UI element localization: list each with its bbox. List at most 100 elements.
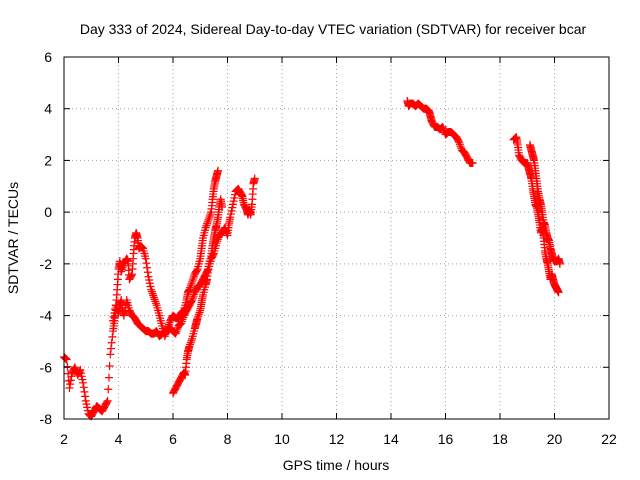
data-point	[117, 267, 126, 276]
data-point	[103, 396, 112, 405]
data-point	[151, 297, 160, 306]
data-point	[186, 283, 195, 292]
data-point	[186, 340, 195, 349]
data-point	[195, 308, 204, 317]
data-point	[147, 287, 156, 296]
x-tick-label: 20	[547, 431, 563, 447]
data-point	[189, 274, 198, 283]
data-point	[188, 276, 197, 285]
data-point	[186, 281, 195, 290]
data-point	[178, 315, 187, 324]
data-point	[66, 376, 75, 385]
series-segment-4	[403, 96, 477, 168]
x-tick-label: 10	[274, 431, 290, 447]
data-point	[204, 215, 213, 224]
y-axis-label: SDTVAR / TECUs	[5, 182, 21, 294]
data-point	[62, 354, 71, 363]
x-tick-label: 22	[601, 431, 617, 447]
data-point	[188, 296, 197, 305]
axis-ticks	[63, 56, 610, 420]
data-point	[143, 268, 152, 277]
data-point	[67, 372, 76, 381]
data-point	[554, 288, 563, 297]
data-point	[60, 353, 69, 362]
data-point	[143, 263, 152, 272]
data-point	[438, 122, 447, 131]
data-point	[468, 159, 477, 168]
data-point	[107, 338, 116, 347]
data-point	[177, 319, 186, 328]
x-tick-label: 16	[438, 431, 454, 447]
data-point	[141, 254, 150, 263]
data-point	[202, 221, 211, 230]
data-point	[439, 124, 448, 133]
data-point	[106, 350, 115, 359]
data-point	[172, 327, 181, 336]
y-tick-label: -2	[40, 256, 53, 272]
data-point	[81, 392, 90, 401]
x-tick-label: 6	[169, 431, 177, 447]
data-point	[117, 265, 126, 274]
x-tick-label: 8	[224, 431, 232, 447]
data-point	[75, 367, 84, 376]
data-point	[149, 291, 158, 300]
x-tick-label: 14	[383, 431, 399, 447]
data-point	[107, 344, 116, 353]
data-point	[70, 363, 79, 372]
data-point	[218, 202, 227, 211]
data-point	[66, 380, 75, 389]
x-tick-label: 18	[492, 431, 508, 447]
series-segment-2	[109, 174, 259, 341]
y-tick-label: 0	[44, 204, 52, 220]
y-tick-label: -4	[40, 308, 53, 324]
data-point	[205, 213, 214, 222]
data-point	[189, 292, 198, 301]
data-point	[250, 174, 259, 183]
data-point	[456, 142, 465, 151]
data-point	[65, 383, 74, 392]
data-point	[118, 263, 127, 272]
data-point	[201, 223, 210, 232]
data-point	[203, 219, 212, 228]
data-point	[148, 289, 157, 298]
data-point	[194, 312, 203, 321]
data-point	[455, 140, 464, 149]
y-tick-labels: -8 -6 -4 -2 0 2 4 6	[40, 49, 53, 427]
data-point	[173, 325, 182, 334]
data-point	[187, 336, 196, 345]
data-point	[151, 299, 160, 308]
data-point	[61, 354, 70, 363]
data-point	[186, 338, 195, 347]
data-point	[102, 398, 111, 407]
data-point	[79, 383, 88, 392]
data-point	[177, 317, 186, 326]
data-point	[150, 295, 159, 304]
data-point	[108, 332, 117, 341]
data-point	[185, 342, 194, 351]
x-tick-label: 12	[329, 431, 345, 447]
x-tick-labels: 2 4 6 8 10 12 14 16 18 20 22	[60, 431, 617, 447]
y-tick-label: 4	[44, 101, 52, 117]
data-point	[63, 362, 72, 371]
data-point	[194, 310, 203, 319]
chart-title: Day 333 of 2024, Sidereal Day-to-day VTE…	[80, 21, 587, 37]
data-point	[171, 329, 180, 338]
y-tick-label: -8	[40, 411, 53, 427]
data-point	[206, 210, 215, 219]
data-point	[79, 378, 88, 387]
data-point	[213, 166, 222, 175]
data-point	[119, 311, 128, 320]
y-tick-label: 2	[44, 152, 52, 168]
y-tick-label: 6	[44, 49, 52, 65]
data-point	[109, 316, 118, 325]
data-point	[203, 217, 212, 226]
data-point	[137, 243, 146, 252]
data-point	[192, 266, 201, 275]
y-tick-label: -6	[40, 359, 53, 375]
series-segment-3	[169, 195, 227, 398]
data-point	[188, 294, 197, 303]
x-tick-label: 2	[60, 431, 68, 447]
data-point	[149, 293, 158, 302]
data-point	[105, 361, 114, 370]
